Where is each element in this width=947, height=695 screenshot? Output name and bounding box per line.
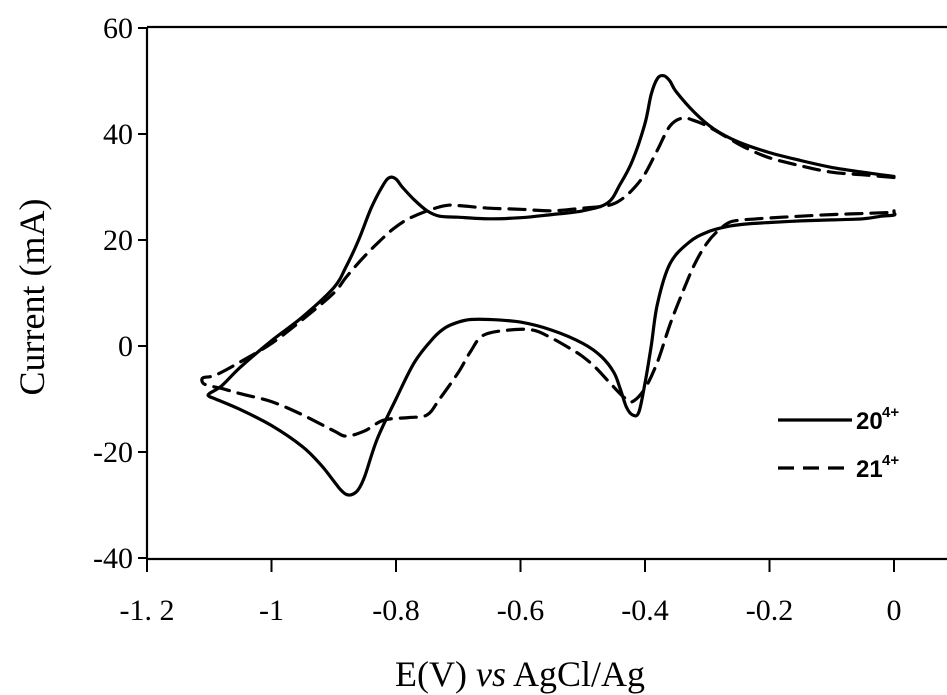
y-tick-label: -20 [93,436,133,469]
y-axis-title: Current (mA) [12,199,52,396]
legend: 20 4+21 4+ [778,404,899,483]
y-tick-label: -40 [93,542,133,575]
legend-label-20: 20 [856,408,883,435]
x-tick-label: 0 [887,594,902,627]
y-tick-label: 40 [103,118,133,151]
series-layer [200,73,897,497]
series-line-20 [206,73,897,497]
y-axis-ticks: 60 40 20 0 -20 -40 [93,12,147,575]
legend-label-21: 21 [856,456,883,483]
x-tick-label: -1. 2 [120,594,175,627]
x-axis-ticks: -1. 2 -1 -0.8 -0.6 -0.4 -0.2 0 [120,559,902,627]
x-tick-label: -0.6 [497,594,545,627]
x-axis-title: E(V) vs AgCl/Ag [395,654,645,694]
legend-label-sup-21: 4+ [882,452,899,469]
y-tick-label: 20 [103,224,133,257]
x-axis-title-suffix: AgCl/Ag [506,654,645,694]
series-line-21 [200,116,896,438]
y-tick-label: 60 [103,12,133,45]
y-tick-label: 0 [118,330,133,363]
x-tick-label: -0.4 [621,594,669,627]
x-axis-title-italic: vs [476,654,506,694]
legend-label-sup-20: 4+ [882,404,899,421]
plot-frame [145,25,947,561]
x-axis-title-prefix: E(V) [395,654,476,694]
x-tick-label: -0.8 [372,594,420,627]
x-tick-label: -0.2 [746,594,794,627]
x-tick-label: -1 [259,594,284,627]
